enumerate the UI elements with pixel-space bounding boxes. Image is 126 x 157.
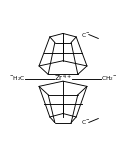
Text: C$^{-}$: C$^{-}$ bbox=[81, 119, 90, 126]
Text: $^{-}$H$_2$C: $^{-}$H$_2$C bbox=[9, 74, 25, 83]
Text: CH$_2$$^{-}$: CH$_2$$^{-}$ bbox=[101, 74, 117, 83]
Text: Zr$^{4+}$: Zr$^{4+}$ bbox=[54, 73, 72, 84]
Text: C$^{-}$: C$^{-}$ bbox=[81, 31, 90, 38]
